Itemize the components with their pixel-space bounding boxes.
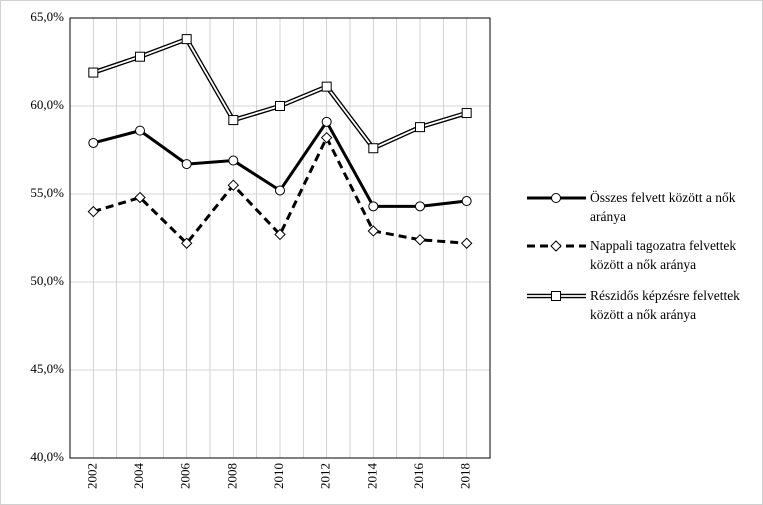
x-tick-label: 2006 [178, 463, 193, 490]
series [87, 131, 473, 249]
point-marker [181, 34, 192, 45]
point-marker [275, 101, 285, 111]
point-marker [135, 125, 145, 136]
point-marker [415, 201, 425, 212]
y-tick-label: 45,0% [30, 361, 64, 376]
point-marker [368, 201, 379, 212]
point-marker [550, 240, 562, 252]
legend-label: Részidős képzésre felvettek között a nők… [590, 288, 740, 322]
y-tick-label: 50,0% [30, 273, 64, 288]
y-tick-label: 65,0% [30, 9, 64, 24]
point-marker [134, 191, 146, 204]
point-marker [88, 67, 99, 78]
point-marker [320, 131, 333, 144]
y-tick-label: 55,0% [30, 185, 64, 200]
x-tick-label: 2012 [318, 463, 333, 489]
point-marker [87, 205, 100, 218]
x-tick-label: 2014 [364, 463, 379, 490]
point-marker [460, 237, 473, 249]
point-marker [181, 159, 192, 170]
point-marker [551, 291, 561, 301]
point-marker [461, 196, 472, 207]
point-marker [368, 143, 379, 154]
point-marker [228, 115, 239, 126]
point-marker [415, 122, 425, 133]
point-marker [180, 237, 193, 249]
point-marker [135, 51, 145, 62]
point-marker [321, 81, 332, 92]
x-tick-label: 2004 [131, 463, 146, 490]
point-marker [275, 185, 285, 196]
point-marker [414, 234, 426, 246]
x-tick-label: 2002 [84, 463, 99, 489]
y-tick-label: 40,0% [30, 449, 64, 464]
point-marker [227, 179, 240, 191]
legend-label: Összes felvett között a nők aránya [590, 190, 736, 224]
series-line [92, 134, 467, 246]
x-tick-label: 2008 [224, 463, 239, 489]
point-marker [321, 116, 332, 127]
series [88, 116, 472, 212]
point-marker [461, 108, 472, 119]
point-marker [274, 228, 286, 241]
series [88, 34, 472, 154]
point-marker [228, 155, 239, 166]
plot-frame [69, 17, 491, 459]
legend-label: Nappali tagozatra felvettek között a nők… [590, 238, 737, 272]
x-tick-label: 2018 [458, 463, 473, 489]
x-tick-label: 2016 [411, 463, 426, 490]
x-tick-label: 2010 [271, 463, 286, 489]
point-marker [367, 225, 380, 237]
point-marker [88, 137, 99, 148]
y-tick-label: 60,0% [30, 97, 64, 112]
point-marker [551, 193, 561, 203]
